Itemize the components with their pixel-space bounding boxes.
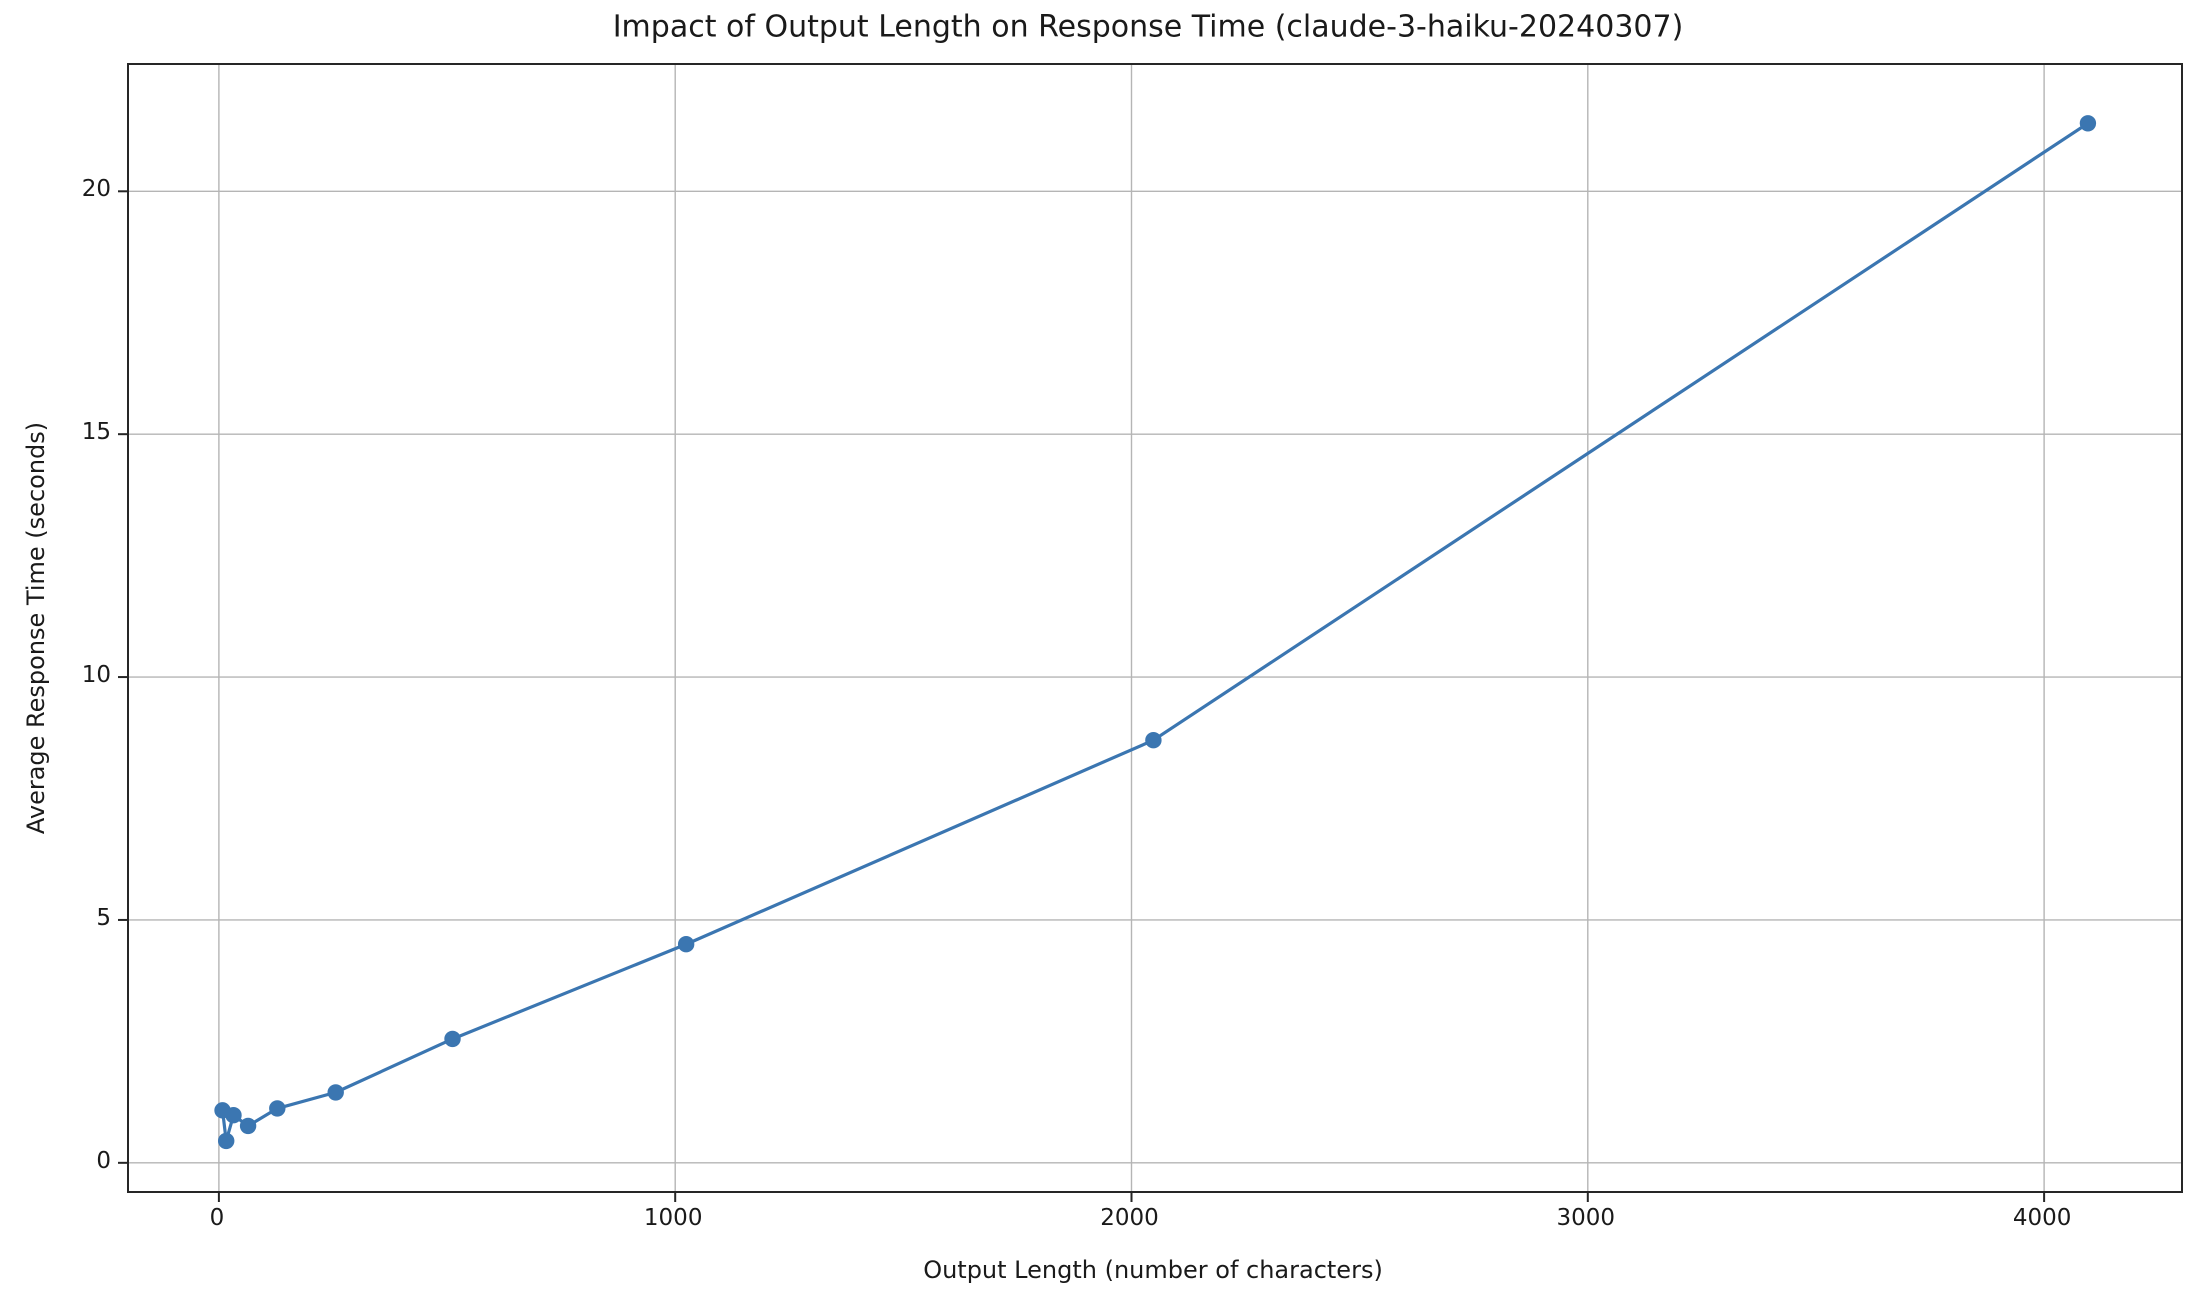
data-point <box>327 1084 344 1101</box>
data-point <box>444 1030 461 1048</box>
data-line <box>220 121 2090 1143</box>
y-tick-label: 10 <box>81 662 111 689</box>
plot-area <box>118 63 2183 1202</box>
data-point <box>225 1107 242 1124</box>
y-tick-label: 20 <box>81 176 111 203</box>
y-tick-label: 15 <box>81 419 111 446</box>
chart-title: Impact of Output Length on Response Time… <box>612 9 1684 45</box>
y-axis-label: Average Response Time (seconds) <box>22 421 50 835</box>
x-tick-label: 4000 <box>2012 1205 2072 1231</box>
data-point <box>217 1132 235 1150</box>
y-tick-label: 5 <box>96 904 111 931</box>
data-point <box>239 1117 257 1135</box>
data-point <box>1145 732 1162 749</box>
data-point <box>677 936 695 953</box>
data-point <box>269 1100 286 1117</box>
y-tick-label: 0 <box>96 1147 111 1174</box>
x-axis-label: Output Length (number of characters) <box>923 1256 1383 1284</box>
x-tick-label: 3000 <box>1556 1205 1616 1231</box>
chart-svg <box>118 65 2181 1202</box>
data-point <box>2079 115 2097 132</box>
x-tick-label: 2000 <box>1100 1205 1159 1231</box>
x-tick-label: 1000 <box>643 1205 703 1231</box>
x-tick-label: 0 <box>209 1205 225 1231</box>
